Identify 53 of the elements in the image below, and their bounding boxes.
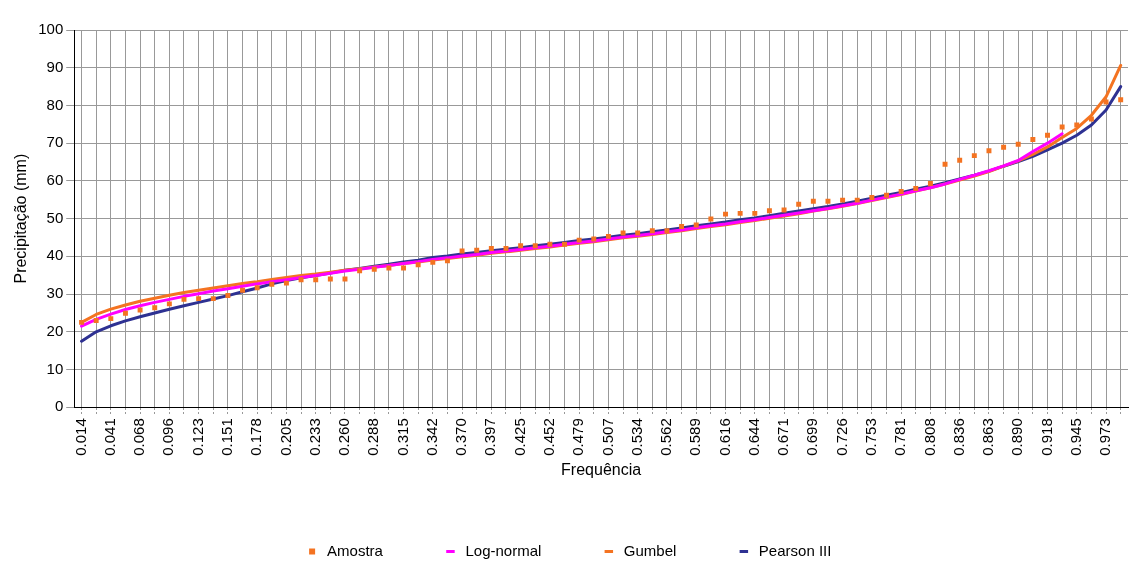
x-tick-label: 0.151: [218, 418, 236, 456]
x-tick-label: 0.616: [715, 418, 733, 456]
x-tick-label: 0.178: [247, 418, 265, 456]
x-axis-title: Frequência: [561, 460, 642, 478]
y-tick-label: 50: [46, 208, 64, 226]
x-tick-label: 0.452: [540, 418, 558, 456]
x-tick-label: 0.726: [832, 418, 850, 456]
y-axis-title: Precipitação (mm): [12, 153, 30, 284]
y-tick-label: 60: [46, 171, 64, 189]
x-tick-label: 0.233: [305, 418, 323, 456]
x-tick-label: 0.973: [1096, 418, 1114, 456]
x-tick-label: 0.288: [364, 418, 382, 456]
x-tick-label: 0.096: [159, 418, 177, 456]
y-tick-label: 70: [46, 133, 64, 151]
legend-label: Gumbel: [623, 541, 677, 559]
x-tick-label: 0.123: [188, 418, 206, 456]
x-tick-label: 0.507: [598, 418, 616, 456]
x-tick-label: 0.014: [71, 418, 89, 456]
x-tick-label: 0.068: [130, 418, 148, 456]
x-tick-label: 0.836: [949, 418, 967, 456]
legend-label: Log-normal: [465, 541, 542, 559]
x-tick-label: 0.260: [335, 418, 353, 456]
x-tick-label: 0.945: [1066, 418, 1084, 456]
y-tick-label: 40: [46, 246, 64, 264]
x-tick-label: 0.562: [657, 418, 675, 456]
x-tick-label: 0.753: [862, 418, 880, 456]
x-tick-label: 0.370: [452, 418, 470, 456]
x-tick-label: 0.699: [803, 418, 821, 456]
y-tick-label: 80: [46, 95, 64, 113]
x-tick-label: 0.479: [569, 418, 587, 456]
y-tick-label: 90: [46, 57, 64, 75]
x-tick-label: 0.041: [100, 418, 118, 456]
y-tick-label: 0: [54, 397, 64, 415]
y-tick-label: 10: [46, 359, 64, 377]
x-tick-label: 0.534: [627, 418, 645, 456]
x-tick-label: 0.205: [276, 418, 294, 456]
x-tick-label: 0.808: [920, 418, 938, 456]
x-tick-label: 0.781: [891, 418, 909, 456]
legend-label: Amostra: [327, 541, 384, 559]
x-tick-label: 0.918: [1037, 418, 1055, 456]
x-tick-label: 0.315: [393, 418, 411, 456]
legend-label: Pearson III: [758, 541, 832, 559]
x-tick-label: 0.863: [979, 418, 997, 456]
x-tick-label: 0.671: [774, 418, 792, 456]
x-tick-label: 0.644: [744, 418, 762, 456]
x-tick-label: 0.342: [422, 418, 440, 456]
x-tick-label: 0.589: [686, 418, 704, 456]
x-tick-label: 0.890: [1008, 418, 1026, 456]
y-tick-label: 20: [46, 321, 64, 339]
y-tick-label: 30: [46, 284, 64, 302]
y-tick-label: 100: [38, 20, 64, 38]
x-tick-label: 0.425: [510, 418, 528, 456]
x-tick-label: 0.397: [481, 418, 499, 456]
